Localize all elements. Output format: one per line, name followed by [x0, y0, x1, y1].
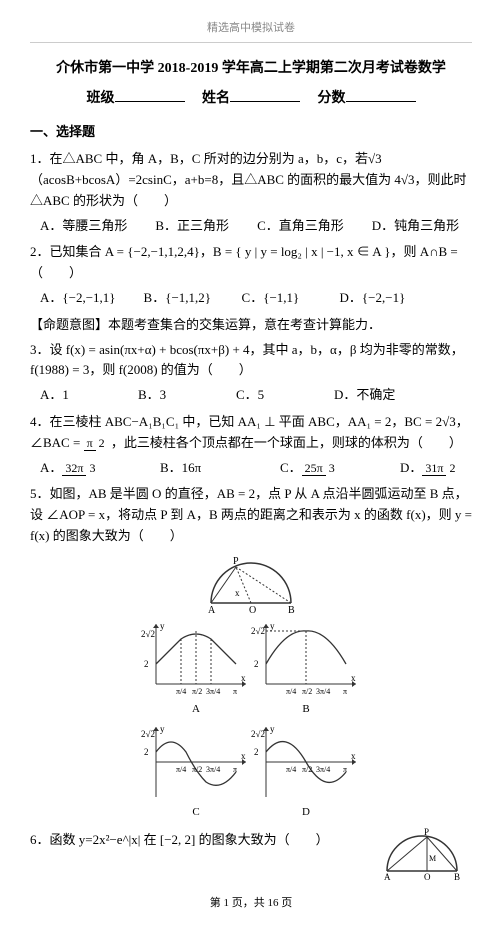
svg-text:y: y: [160, 724, 165, 734]
q5-chart-b[interactable]: 2 2√2 π/4 π/2 3π/4 π x y B: [251, 619, 361, 719]
q5-chart-c[interactable]: 2 2√2 π/4 π/2 3π/4 π x y C: [141, 722, 251, 822]
svg-text:3π/4: 3π/4: [316, 765, 330, 774]
q2-stem: 2．已知集合 A = {−2,−1,1,2,4}，B = { y | y = l…: [30, 242, 472, 284]
svg-text:π/4: π/4: [176, 687, 186, 696]
svg-text:2: 2: [144, 659, 149, 669]
svg-text:2√2: 2√2: [251, 626, 265, 636]
svg-text:x: x: [351, 751, 356, 761]
svg-text:2√2: 2√2: [141, 729, 155, 739]
score-label: 分数: [318, 91, 346, 106]
info-line: 班级 姓名 分数: [30, 88, 472, 110]
svg-text:π/2: π/2: [302, 765, 312, 774]
svg-text:2: 2: [254, 659, 259, 669]
svg-text:π/2: π/2: [302, 687, 312, 696]
svg-text:π: π: [233, 687, 237, 696]
q5-label-b: B: [251, 701, 361, 719]
svg-text:y: y: [160, 621, 165, 631]
svg-text:2: 2: [254, 747, 259, 757]
svg-text:π/4: π/4: [286, 765, 296, 774]
q4-opt-c[interactable]: C．25π3: [280, 458, 350, 479]
svg-text:x: x: [235, 588, 240, 598]
svg-text:P: P: [424, 827, 429, 837]
q5-charts-row1: 2 2√2 π/4 π/2 3π/4 π x y A 2 2√2 π/4 π/2…: [30, 619, 472, 719]
svg-text:π: π: [343, 765, 347, 774]
q1-opts: A．等腰三角形 B．正三角形 C．直角三角形 D．钝角三角形: [40, 216, 472, 237]
name-blank[interactable]: [230, 88, 300, 102]
page-header: 精选高中模拟试卷: [30, 20, 472, 43]
q5-chart-a[interactable]: 2 2√2 π/4 π/2 3π/4 π x y A: [141, 619, 251, 719]
q3-opt-a[interactable]: A．1: [40, 385, 110, 406]
q3-opt-c[interactable]: C．5: [236, 385, 306, 406]
svg-text:B: B: [288, 605, 295, 613]
q2-opt-c[interactable]: C．{−1,1}: [242, 288, 312, 309]
q4-opts: A．32π3 B．16π C．25π3 D．31π2: [40, 458, 472, 479]
q5-label-d: D: [251, 804, 361, 822]
svg-text:2√2: 2√2: [251, 729, 265, 739]
svg-text:x: x: [351, 673, 356, 683]
svg-text:2: 2: [144, 747, 149, 757]
q1-opt-d[interactable]: D．钝角三角形: [372, 216, 459, 237]
q5-label-c: C: [141, 804, 251, 822]
q1-opt-c[interactable]: C．直角三角形: [257, 216, 344, 237]
q5-figure: A O B P x: [30, 553, 472, 613]
q5-stem: 5．如图，AB 是半圆 O 的直径，AB = 2，点 P 从 A 点沿半圆弧运动…: [30, 484, 472, 546]
svg-text:π/2: π/2: [192, 765, 202, 774]
section-1-heading: 一、选择题: [30, 122, 472, 143]
q1-opt-b[interactable]: B．正三角形: [155, 216, 229, 237]
score-blank[interactable]: [346, 88, 416, 102]
page-footer: 第 1 页，共 16 页: [30, 895, 472, 913]
svg-text:x: x: [241, 751, 246, 761]
q2-note: 【命题意图】本题考查集合的交集运算，意在考查计算能力．: [30, 315, 472, 336]
q3-opts: A．1 B．3 C．5 D．不确定: [40, 385, 472, 406]
q6-figure: A O B P M: [372, 826, 472, 881]
q4-stem: 4．在三棱柱 ABC−A₁B₁C₁ 中，已知 AA₁ ⊥ 平面 ABC，AA₁ …: [30, 412, 472, 454]
name-label: 姓名: [202, 91, 230, 106]
svg-text:π/2: π/2: [192, 687, 202, 696]
q2-opt-b[interactable]: B．{−1,1,2}: [144, 288, 214, 309]
q4-stem-b: ，此三棱柱各个顶点都在一个球面上，则球的体积为（ ）: [111, 435, 462, 450]
svg-text:2√2: 2√2: [141, 629, 155, 639]
q2-opt-a[interactable]: A．{−2,−1,1}: [40, 288, 116, 309]
q4-opt-a[interactable]: A．32π3: [40, 458, 110, 479]
svg-text:y: y: [270, 724, 275, 734]
svg-text:O: O: [249, 605, 256, 613]
svg-text:A: A: [208, 605, 216, 613]
q1-opt-a[interactable]: A．等腰三角形: [40, 216, 127, 237]
svg-text:y: y: [270, 621, 275, 631]
class-blank[interactable]: [115, 88, 185, 102]
svg-text:3π/4: 3π/4: [316, 687, 330, 696]
q1-stem: 1．在△ABC 中，角 A，B，C 所对的边分别为 a，b，c，若√3（acos…: [30, 149, 472, 211]
q3-opt-b[interactable]: B．3: [138, 385, 208, 406]
q3-stem: 3．设 f(x) = asin(πx+α) + bcos(πx+β) + 4，其…: [30, 340, 472, 382]
q4-opt-b[interactable]: B．16π: [160, 458, 230, 479]
svg-text:x: x: [241, 673, 246, 683]
q6-stem: 6．函数 y=2x²−e^|x| 在 [−2, 2] 的图象大致为（ ）: [30, 830, 364, 851]
svg-text:3π/4: 3π/4: [206, 687, 220, 696]
q2-opts: A．{−2,−1,1} B．{−1,1,2} C．{−1,1} D．{−2,−1…: [40, 288, 472, 309]
svg-text:O: O: [424, 872, 431, 881]
svg-text:B: B: [454, 872, 460, 881]
svg-text:3π/4: 3π/4: [206, 765, 220, 774]
svg-text:π/4: π/4: [286, 687, 296, 696]
q3-opt-d[interactable]: D．不确定: [334, 385, 404, 406]
svg-text:π: π: [233, 765, 237, 774]
q5-label-a: A: [141, 701, 251, 719]
q5-chart-d[interactable]: 2 2√2 π/4 π/2 3π/4 π x y D: [251, 722, 361, 822]
exam-title: 介休市第一中学 2018-2019 学年高二上学期第二次月考试卷数学: [30, 58, 472, 80]
svg-text:M: M: [429, 854, 436, 863]
q4-opt-d[interactable]: D．31π2: [400, 458, 470, 479]
svg-text:P: P: [233, 556, 239, 567]
q2-opt-d[interactable]: D．{−2,−1}: [340, 288, 410, 309]
svg-text:A: A: [384, 872, 391, 881]
svg-text:π: π: [343, 687, 347, 696]
class-label: 班级: [87, 91, 115, 106]
svg-text:π/4: π/4: [176, 765, 186, 774]
q5-charts-row2: 2 2√2 π/4 π/2 3π/4 π x y C 2 2√2 π/4 π/2…: [30, 722, 472, 822]
